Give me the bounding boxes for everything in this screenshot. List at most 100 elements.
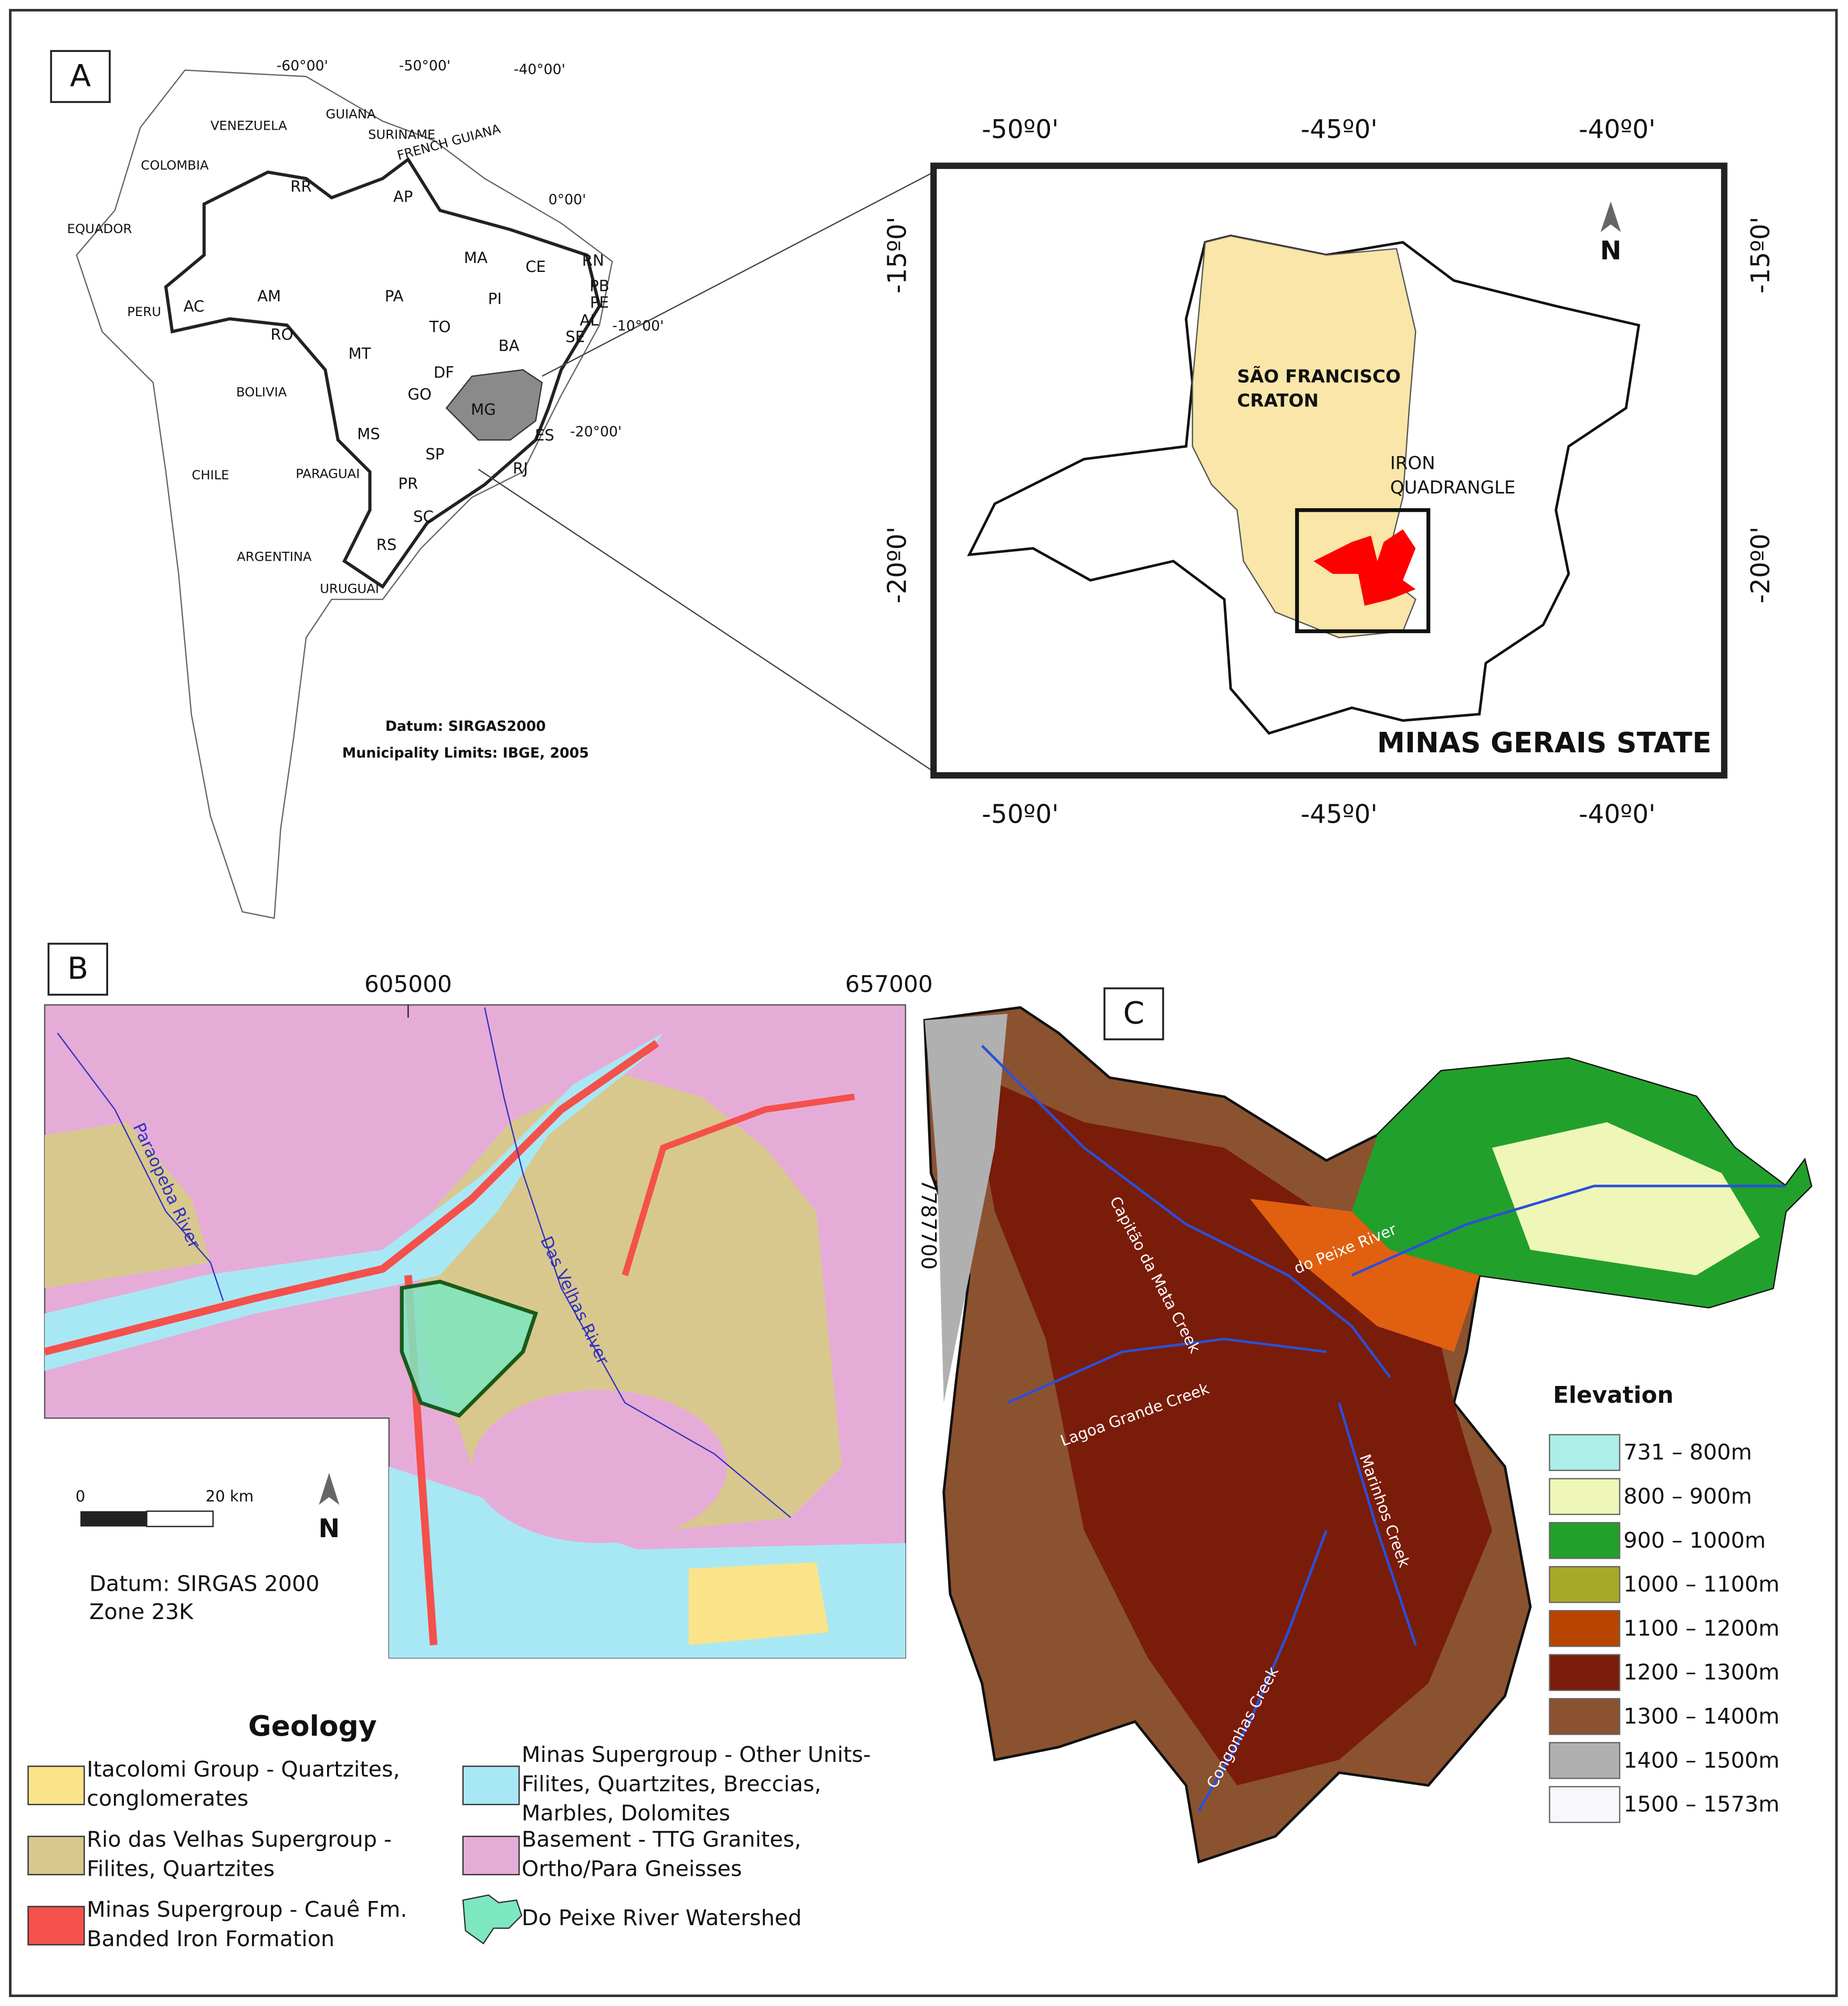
north-label: N: [318, 1514, 340, 1543]
longitude-label: -45º0': [1300, 800, 1378, 829]
elevation-zone: [925, 1014, 1008, 1403]
connector: [541, 171, 934, 377]
panel-label-box: [1103, 987, 1164, 1041]
country-label: COLOMBIA: [141, 157, 209, 173]
watershed: [400, 1279, 538, 1418]
panel-label-box: [47, 942, 108, 996]
iq-label: IRON: [1390, 453, 1435, 474]
legend-text: Basement - TTG Granites,: [522, 1826, 802, 1852]
legend-swatch: [462, 1766, 520, 1805]
north-label: N: [1600, 236, 1622, 266]
state-label: MA: [464, 249, 488, 267]
geology-unit: [471, 1390, 727, 1543]
longitude-label: -40°00': [513, 61, 565, 78]
south-america: [76, 69, 613, 919]
state-label: MG: [471, 401, 496, 418]
legend-swatch: [27, 1835, 85, 1876]
longitude-label: -50°00': [399, 58, 450, 74]
geology-unit: [688, 1562, 830, 1645]
latitude-label: -15º0': [1746, 217, 1776, 294]
legend-text: 900 – 1000m: [1623, 1528, 1766, 1553]
legend-text: Filites, Quartzites, Breccias,: [522, 1771, 822, 1797]
legend-swatch: [1549, 1786, 1621, 1823]
datum-note: Datum: SIRGAS 2000: [89, 1571, 319, 1596]
legend-swatch: [1549, 1698, 1621, 1735]
latitude-label: -15º0': [883, 217, 912, 294]
legend-swatch: [1549, 1522, 1621, 1559]
state-label: ES: [535, 426, 554, 444]
craton-label: CRATON: [1237, 391, 1318, 412]
latitude-label: -20º0': [883, 527, 912, 604]
legend-text: conglomerates: [87, 1786, 248, 1811]
legend-text: Ortho/Para Gneisses: [522, 1856, 742, 1881]
state-label: GO: [408, 385, 432, 403]
legend-text: Minas Supergroup - Cauê Fm.: [87, 1897, 407, 1922]
legend-text: 1100 – 1200m: [1623, 1615, 1779, 1641]
legend-text: Marbles, Dolomites: [522, 1801, 730, 1826]
latitude-label: 0°00': [549, 192, 586, 208]
elevation-zone: [1250, 1199, 1479, 1352]
legend-swatch: [1549, 1478, 1621, 1515]
connector: [478, 468, 934, 772]
legend-title: Geology: [248, 1709, 377, 1742]
state-label: AM: [257, 287, 281, 305]
state-label: PR: [398, 475, 418, 492]
state-label: BA: [498, 337, 519, 355]
country-label: VENEZUELA: [211, 118, 287, 133]
legend-title: Elevation: [1553, 1382, 1674, 1409]
legend-swatch: [27, 1906, 85, 1946]
scale-label: 20 km: [206, 1487, 254, 1505]
country-label: BOLIVIA: [236, 384, 287, 400]
country-label: PARAGUAI: [296, 466, 360, 481]
state-label: SC: [413, 508, 434, 526]
geology-unit: [45, 1122, 211, 1288]
state-label: RR: [290, 177, 311, 195]
brazil-outline: [164, 157, 602, 589]
state-label: AP: [393, 188, 413, 206]
legend-text: Do Peixe River Watershed: [522, 1905, 802, 1930]
panel-label-box: [50, 50, 111, 103]
legend-text: 800 – 900m: [1623, 1484, 1752, 1509]
legend-swatch: [462, 1835, 520, 1876]
country-label: PERU: [127, 304, 161, 319]
stream: [1338, 1402, 1417, 1646]
state-label: PA: [385, 287, 404, 305]
legend-swatch: [1549, 1742, 1621, 1779]
longitude-label: -60°00': [277, 58, 328, 74]
geology-unit: [45, 1033, 664, 1371]
legend-text: 1200 – 1300m: [1623, 1660, 1779, 1685]
easting-label: 657000: [845, 971, 933, 998]
country-label: URUGUAI: [320, 581, 379, 596]
state-label: RO: [270, 325, 293, 343]
longitude-label: -40º0': [1579, 115, 1656, 144]
country-label: ARGENTINA: [237, 549, 312, 564]
craton-label: SÃO FRANCISCO: [1237, 366, 1401, 387]
legend-swatch: [462, 1894, 523, 1945]
state-label: AL: [580, 311, 599, 329]
state-label: RS: [376, 536, 397, 554]
iq-box: [1295, 508, 1431, 634]
stream: [1007, 1338, 1327, 1404]
legend-text: 1400 – 1500m: [1623, 1748, 1779, 1773]
latitude-label: -20°00': [570, 424, 622, 440]
country-label: GUIANA: [326, 107, 376, 122]
river: [57, 1032, 224, 1301]
legend-text: Minas Supergroup - Other Units-: [522, 1742, 871, 1767]
north-arrow: [319, 1473, 340, 1505]
legend-swatch: [1549, 1566, 1621, 1603]
legend-text: Filites, Quartzites: [87, 1856, 275, 1881]
iq-label: QUADRANGLE: [1390, 477, 1516, 498]
state-label: PE: [590, 293, 609, 311]
scale-bar: [80, 1511, 147, 1527]
stream: [1198, 1530, 1328, 1812]
scale-label: 0: [76, 1487, 86, 1505]
latitude-label: -10°00': [612, 318, 664, 334]
limits-note: Municipality Limits: IBGE, 2005: [342, 745, 589, 761]
state-title: MINAS GERAIS STATE: [1377, 726, 1712, 759]
easting-label: 605000: [364, 971, 452, 998]
state-label: MS: [357, 425, 380, 443]
legend-text: 1500 – 1573m: [1623, 1792, 1779, 1817]
latitude-label: -20º0': [1746, 527, 1776, 604]
state-label: PB: [590, 277, 610, 295]
